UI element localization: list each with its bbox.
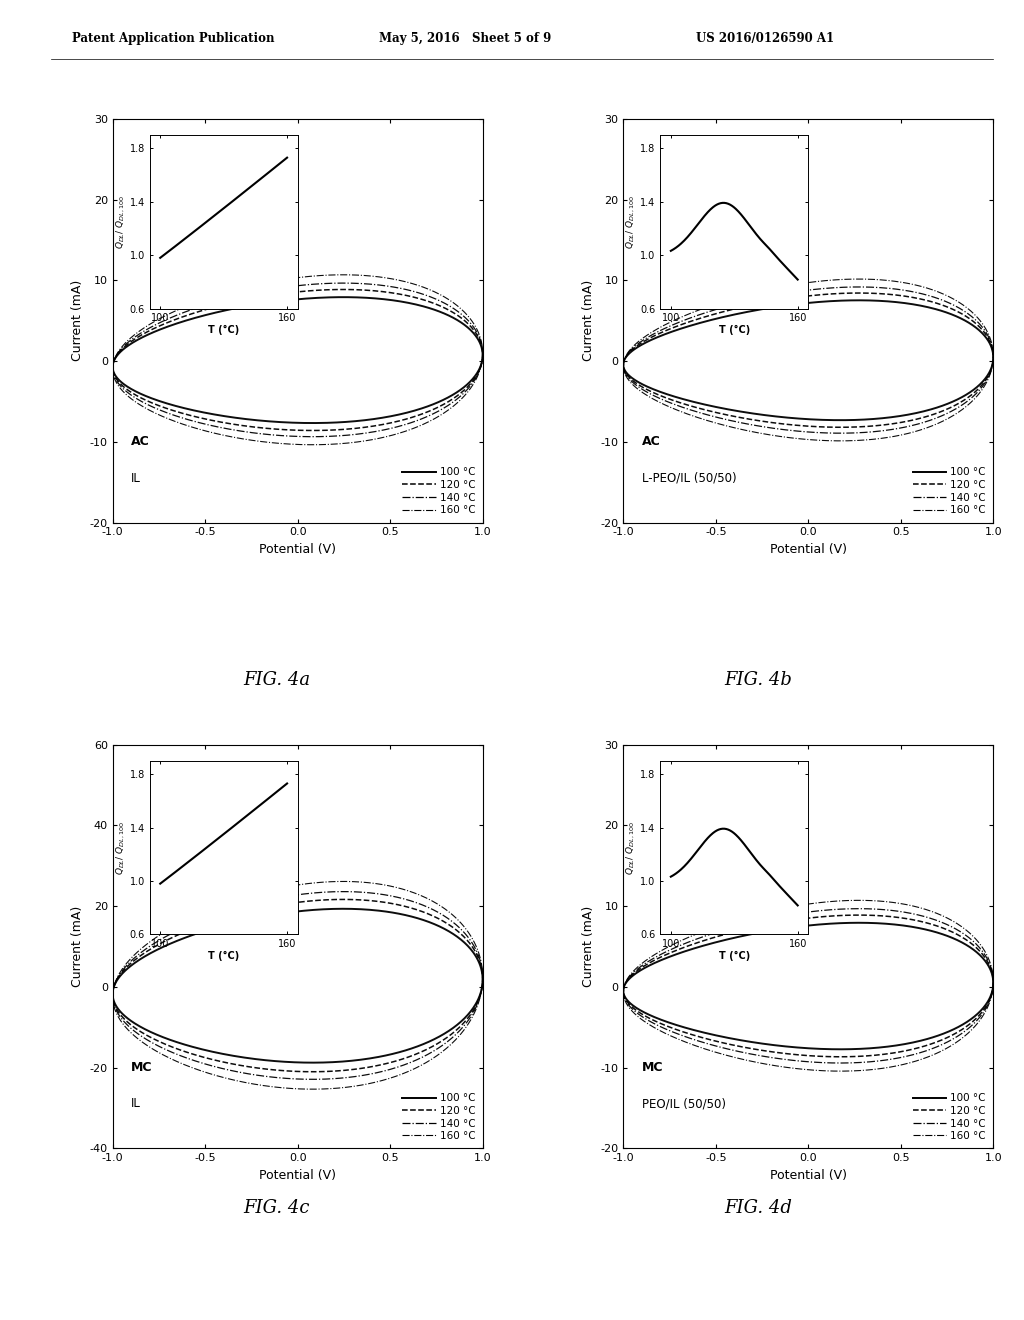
Text: IL: IL bbox=[131, 1097, 141, 1110]
Legend: 100 °C, 120 °C, 140 °C, 160 °C: 100 °C, 120 °C, 140 °C, 160 °C bbox=[908, 463, 990, 520]
Text: IL: IL bbox=[131, 471, 141, 484]
X-axis label: Potential (V): Potential (V) bbox=[770, 1168, 847, 1181]
Text: MC: MC bbox=[131, 1061, 153, 1074]
Text: AC: AC bbox=[131, 436, 150, 449]
Y-axis label: Current (mA): Current (mA) bbox=[71, 906, 84, 987]
Y-axis label: Current (mA): Current (mA) bbox=[71, 280, 84, 362]
Y-axis label: Current (mA): Current (mA) bbox=[582, 280, 595, 362]
Y-axis label: Current (mA): Current (mA) bbox=[582, 906, 595, 987]
Text: FIG. 4b: FIG. 4b bbox=[724, 671, 792, 689]
Text: AC: AC bbox=[642, 436, 660, 449]
Text: FIG. 4c: FIG. 4c bbox=[244, 1199, 309, 1217]
Text: L-PEO/IL (50/50): L-PEO/IL (50/50) bbox=[642, 471, 736, 484]
Text: May 5, 2016   Sheet 5 of 9: May 5, 2016 Sheet 5 of 9 bbox=[379, 32, 551, 45]
Text: US 2016/0126590 A1: US 2016/0126590 A1 bbox=[696, 32, 835, 45]
Text: Patent Application Publication: Patent Application Publication bbox=[72, 32, 274, 45]
X-axis label: Potential (V): Potential (V) bbox=[770, 543, 847, 556]
X-axis label: Potential (V): Potential (V) bbox=[259, 543, 336, 556]
Text: FIG. 4a: FIG. 4a bbox=[243, 671, 310, 689]
Legend: 100 °C, 120 °C, 140 °C, 160 °C: 100 °C, 120 °C, 140 °C, 160 °C bbox=[908, 1089, 990, 1146]
Text: MC: MC bbox=[642, 1061, 664, 1074]
Legend: 100 °C, 120 °C, 140 °C, 160 °C: 100 °C, 120 °C, 140 °C, 160 °C bbox=[398, 463, 479, 520]
Legend: 100 °C, 120 °C, 140 °C, 160 °C: 100 °C, 120 °C, 140 °C, 160 °C bbox=[398, 1089, 479, 1146]
X-axis label: Potential (V): Potential (V) bbox=[259, 1168, 336, 1181]
Text: PEO/IL (50/50): PEO/IL (50/50) bbox=[642, 1097, 726, 1110]
Text: FIG. 4d: FIG. 4d bbox=[724, 1199, 792, 1217]
